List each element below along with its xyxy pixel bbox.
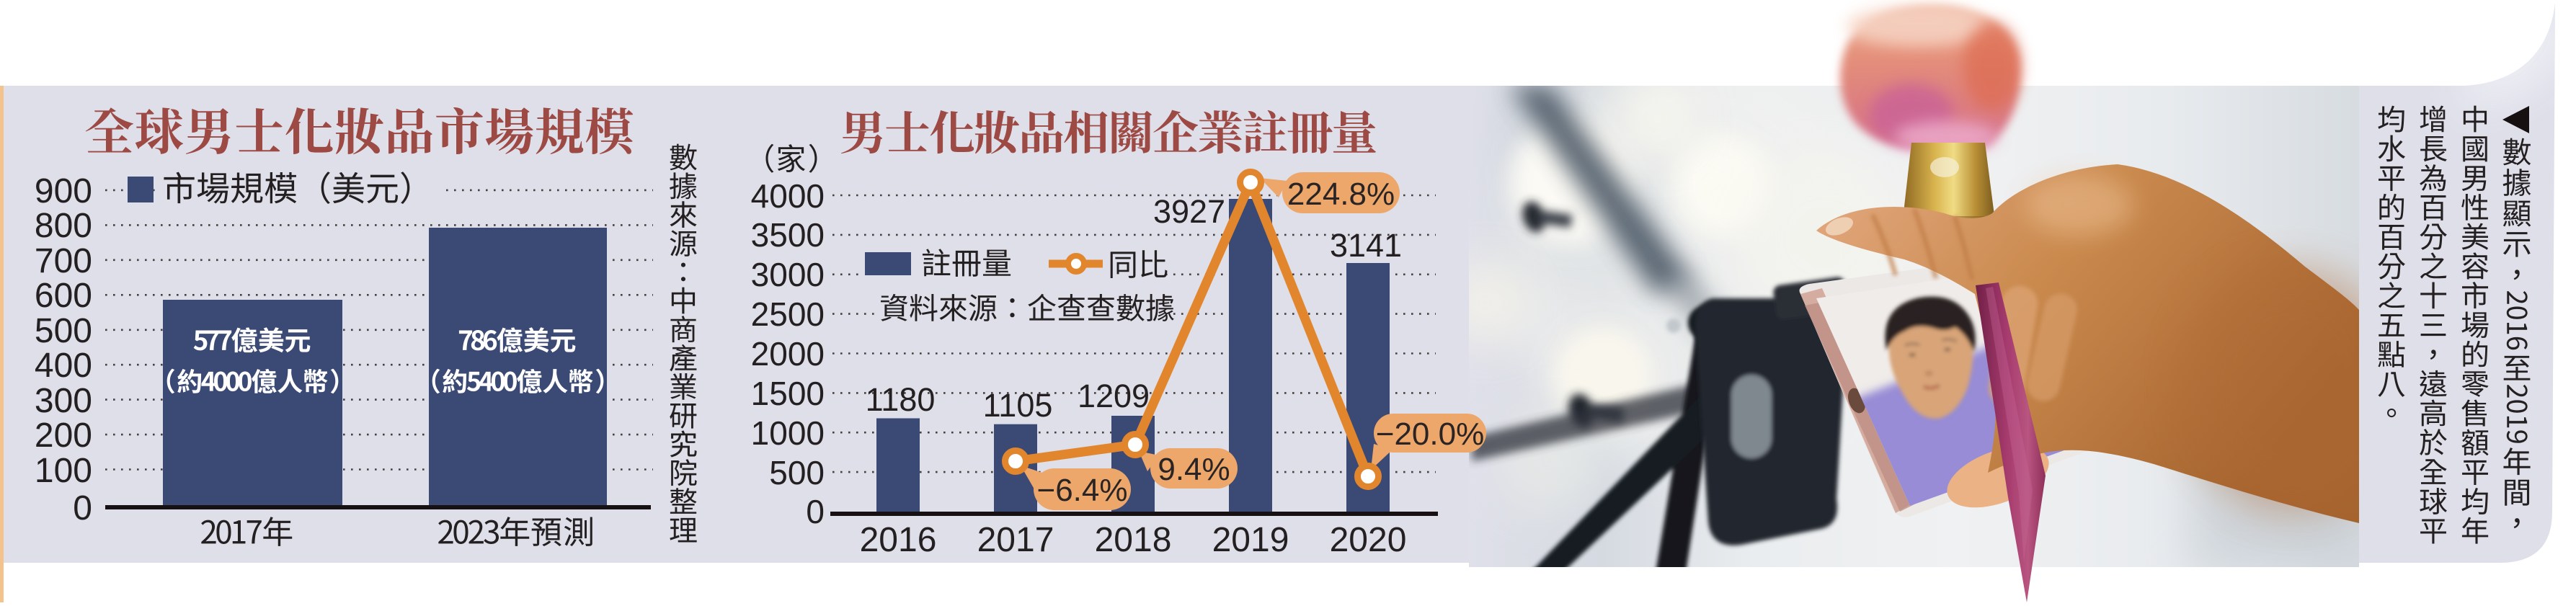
svg-text:300: 300: [35, 382, 92, 420]
svg-text:2018: 2018: [1095, 521, 1172, 559]
svg-text:3000: 3000: [751, 256, 825, 293]
svg-text:9.4%: 9.4%: [1158, 452, 1230, 487]
svg-text:1180: 1180: [866, 381, 936, 418]
svg-text:1209: 1209: [1078, 378, 1150, 414]
svg-text:3927: 3927: [1153, 193, 1225, 230]
svg-text:2000: 2000: [751, 335, 825, 373]
svg-text:1000: 1000: [751, 414, 825, 452]
svg-text:2016: 2016: [860, 521, 937, 559]
svg-text:2019: 2019: [1212, 521, 1289, 559]
svg-text:1500: 1500: [751, 375, 825, 412]
svg-text:1105: 1105: [983, 387, 1053, 424]
svg-text:500: 500: [769, 454, 825, 491]
svg-text:600: 600: [35, 277, 92, 315]
svg-text:2017: 2017: [977, 521, 1054, 559]
svg-text:0: 0: [806, 493, 825, 530]
svg-text:0: 0: [73, 489, 92, 527]
svg-text:−6.4%: −6.4%: [1037, 473, 1128, 508]
svg-text:500: 500: [35, 312, 92, 350]
svg-text:2500: 2500: [751, 295, 825, 333]
svg-text:4000: 4000: [751, 177, 825, 215]
svg-text:800: 800: [35, 207, 92, 245]
svg-text:3500: 3500: [751, 216, 825, 254]
svg-text:224.8%: 224.8%: [1287, 177, 1395, 212]
svg-text:400: 400: [35, 347, 92, 385]
svg-text:100: 100: [35, 452, 92, 490]
svg-text:2020: 2020: [1330, 521, 1407, 559]
svg-text:700: 700: [35, 242, 92, 280]
svg-text:200: 200: [35, 416, 92, 455]
svg-text:−20.0%: −20.0%: [1376, 416, 1484, 452]
svg-text:900: 900: [35, 172, 92, 210]
svg-text:3141: 3141: [1330, 227, 1402, 264]
